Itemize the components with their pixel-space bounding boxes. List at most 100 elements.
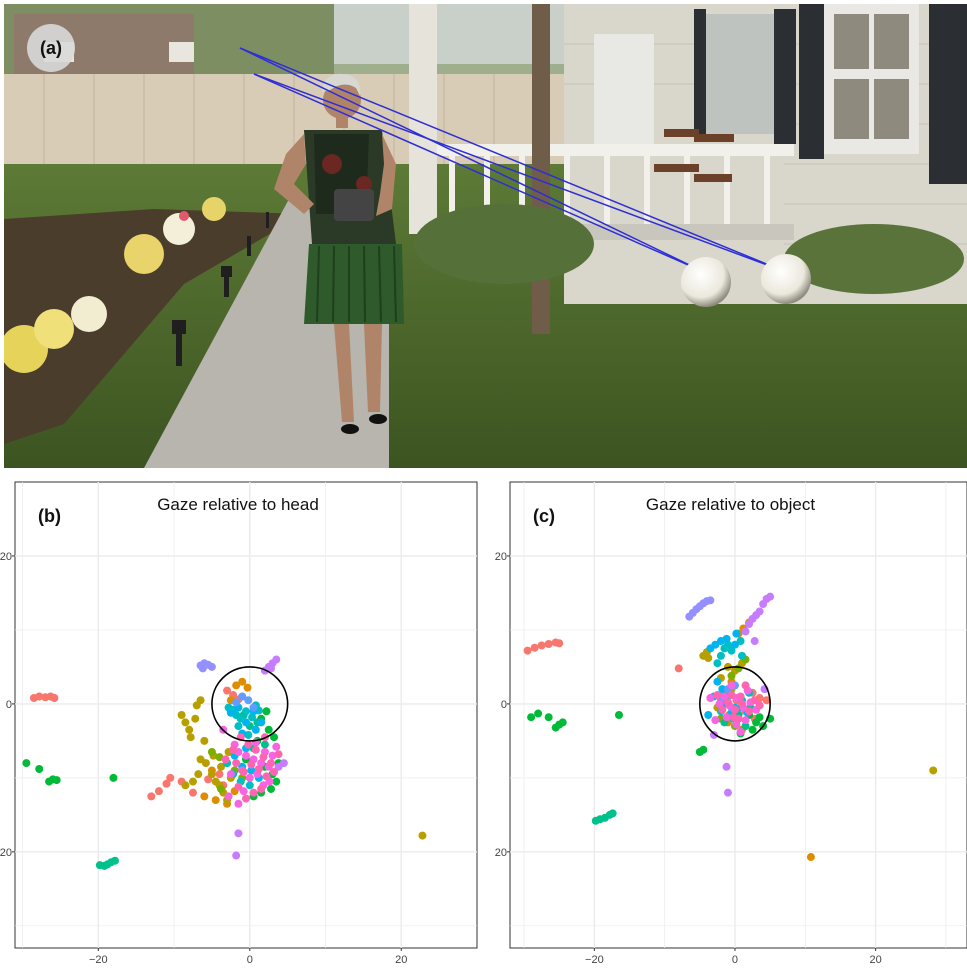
data-point (200, 792, 209, 801)
data-point (247, 766, 256, 775)
camera-held (334, 189, 374, 221)
data-point (242, 718, 250, 727)
data-point (929, 766, 938, 775)
data-point (741, 716, 750, 725)
series-11 (706, 681, 761, 737)
panel-a-label: (a) (40, 38, 62, 58)
x-tick-label: 0 (732, 954, 738, 966)
data-point (699, 745, 708, 754)
data-point (727, 646, 736, 655)
data-point (229, 745, 238, 754)
data-point (418, 831, 427, 840)
data-point (755, 701, 764, 710)
data-point (251, 725, 260, 734)
y-tick-label: 20 (495, 847, 507, 859)
data-point (257, 718, 266, 727)
data-point (254, 764, 263, 773)
data-point (274, 762, 283, 771)
data-point (738, 651, 747, 660)
data-point (727, 691, 736, 700)
data-point (270, 767, 279, 776)
data-point (185, 725, 194, 734)
data-point (748, 725, 757, 734)
data-point (732, 629, 741, 638)
x-tick-label: 20 (869, 954, 881, 966)
data-point (234, 722, 243, 731)
data-point (244, 730, 253, 739)
data-point (186, 733, 195, 742)
series-8 (232, 692, 258, 712)
data-point (166, 773, 175, 782)
reference-circle (699, 666, 771, 742)
data-point (270, 733, 279, 742)
shutter (799, 4, 824, 159)
plot-title: Gaze relative to object (646, 495, 815, 514)
data-point (194, 770, 203, 779)
data-point (713, 677, 722, 686)
data-point (242, 707, 250, 716)
data-point (232, 698, 241, 707)
data-point (238, 692, 247, 701)
data-point (704, 711, 713, 719)
data-point (177, 711, 186, 719)
x-tick-label: 0 (247, 954, 253, 966)
data-point (217, 784, 226, 793)
gaze-rays (239, 47, 787, 273)
series-12 (221, 733, 283, 803)
data-point (723, 788, 732, 797)
data-point (715, 699, 724, 708)
data-point (544, 713, 553, 722)
y-tick-label: 0 (6, 699, 12, 711)
y-tick-label: 20 (495, 551, 507, 563)
data-point (736, 728, 745, 737)
data-point (154, 787, 163, 796)
data-point (766, 592, 775, 601)
data-point (734, 664, 743, 673)
person-avatar (274, 73, 404, 434)
panel-label-bubble (27, 24, 75, 72)
plot-title: Gaze relative to head (157, 495, 319, 514)
data-point (35, 764, 44, 773)
data-point (207, 770, 216, 779)
data-point (711, 716, 720, 725)
data-point (232, 851, 241, 860)
porch-rail (434, 144, 794, 156)
data-point (527, 713, 536, 722)
data-point (260, 740, 269, 749)
data-point (249, 788, 258, 797)
data-point (188, 788, 197, 797)
data-point (713, 691, 722, 700)
data-point (745, 620, 754, 629)
data-point (738, 699, 747, 708)
data-point (242, 751, 250, 760)
data-point (530, 643, 539, 652)
data-point (198, 664, 207, 673)
data-point (234, 799, 243, 808)
data-point (188, 777, 197, 786)
target-sphere-right (761, 254, 811, 304)
data-point (674, 664, 683, 673)
data-point (245, 773, 254, 782)
data-point (211, 796, 220, 805)
data-point (730, 705, 739, 714)
data-point (722, 634, 731, 643)
x-tick-label: −20 (89, 954, 108, 966)
scene-panel: (a) (4, 4, 967, 468)
data-point (266, 664, 275, 673)
data-point (181, 781, 190, 790)
data-point (709, 730, 718, 739)
data-point (534, 709, 543, 718)
data-point (704, 654, 713, 663)
data-point (741, 681, 750, 690)
shutter (694, 9, 706, 139)
data-point (806, 853, 815, 862)
x-tick-label: 20 (395, 954, 407, 966)
data-point (741, 722, 750, 731)
data-point (226, 708, 235, 717)
data-point (191, 714, 200, 723)
data-point (110, 856, 119, 865)
flowers (4, 197, 226, 373)
target-sphere-left (681, 257, 731, 307)
data-point (234, 782, 243, 791)
panel-label: (b) (38, 506, 61, 526)
